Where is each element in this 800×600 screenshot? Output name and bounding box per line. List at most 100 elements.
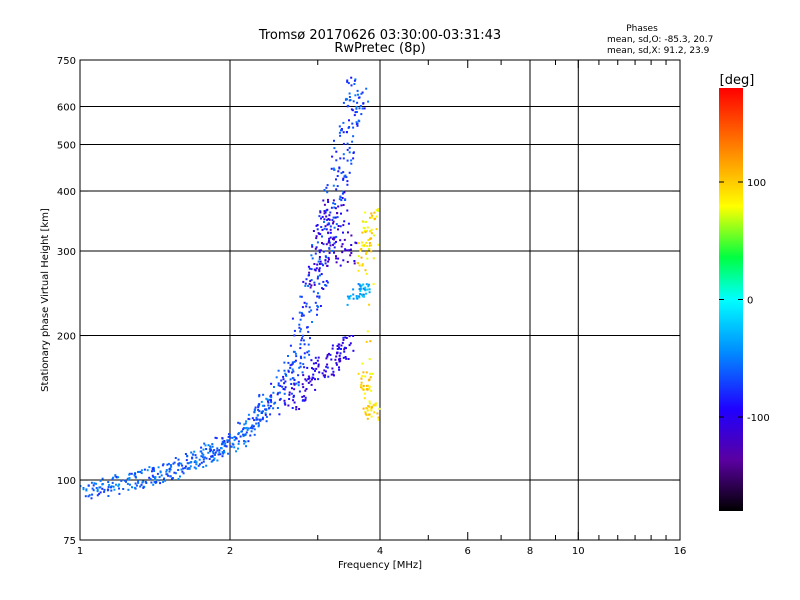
data-point [284,380,287,383]
data-point [368,405,371,408]
y-tick-label: 600 [57,103,76,114]
data-point [336,345,339,347]
data-point [309,337,311,340]
data-point [370,250,373,253]
data-point [341,197,344,199]
data-point [355,105,358,108]
data-point [246,428,249,431]
data-point [340,212,342,215]
data-point [141,481,144,484]
data-point [298,323,301,326]
data-point [370,389,373,392]
data-point [358,264,361,267]
data-point [325,215,328,218]
data-point [325,243,328,246]
data-point [299,362,302,365]
data-point [304,389,307,392]
data-point [359,105,362,107]
data-point [235,437,238,440]
data-point [308,267,311,270]
data-point [366,257,369,260]
data-point [346,80,349,83]
data-point [352,293,355,296]
data-point [290,383,293,385]
data-point [349,342,352,345]
data-point [311,367,313,370]
data-point [315,367,318,370]
data-point [377,209,380,212]
data-point [341,192,344,195]
data-point [211,459,214,462]
data-point [205,448,208,450]
grid-lines [80,60,680,540]
data-point [330,167,333,170]
data-point [368,288,371,291]
data-point [369,244,371,247]
data-point [336,351,339,354]
data-point [299,330,302,333]
data-point [193,450,196,453]
data-point [170,465,173,468]
data-point [333,251,335,254]
data-point [346,249,349,252]
data-point [211,443,214,446]
data-point [315,224,318,227]
data-point [143,468,146,471]
data-point [125,480,127,483]
data-point [349,254,352,257]
data-point [101,477,104,480]
data-point [313,283,316,286]
data-point [308,310,311,313]
data-point [297,374,300,377]
data-point [337,205,340,208]
data-point [272,391,275,394]
data-point [334,203,337,205]
data-point [326,218,329,221]
data-point [348,146,351,149]
data-point [300,295,303,298]
data-point [329,244,332,247]
data-point [341,243,344,246]
data-point [355,242,358,245]
data-point [289,364,292,367]
data-point [144,480,147,483]
data-point [202,458,205,461]
data-point [338,125,341,128]
data-point [265,415,268,418]
data-point [316,359,319,362]
data-point [182,472,185,475]
data-point [350,159,353,162]
data-point [348,295,351,298]
data-point [277,369,280,372]
data-point [180,468,183,471]
data-point [316,224,319,226]
data-point [332,202,335,205]
data-point [321,287,323,290]
data-point [301,395,304,398]
data-point [362,283,365,286]
data-point [339,359,342,362]
data-point [333,147,336,150]
data-point [348,297,351,300]
data-point [346,79,349,82]
data-point [260,400,263,403]
data-point [359,285,362,288]
data-point [221,442,224,445]
data-point [344,336,347,339]
data-point [288,391,291,394]
data-point [343,350,346,353]
data-point [202,453,205,456]
data-point [366,417,369,420]
data-point [200,446,203,449]
data-point [365,407,368,410]
data-point [362,220,365,223]
data-point [324,259,327,262]
data-point [269,413,272,416]
data-point [264,408,267,411]
data-point [328,258,330,261]
data-point [202,448,205,451]
data-point [99,479,102,482]
data-point [338,346,341,349]
data-point [370,237,373,240]
data-point [334,207,337,210]
